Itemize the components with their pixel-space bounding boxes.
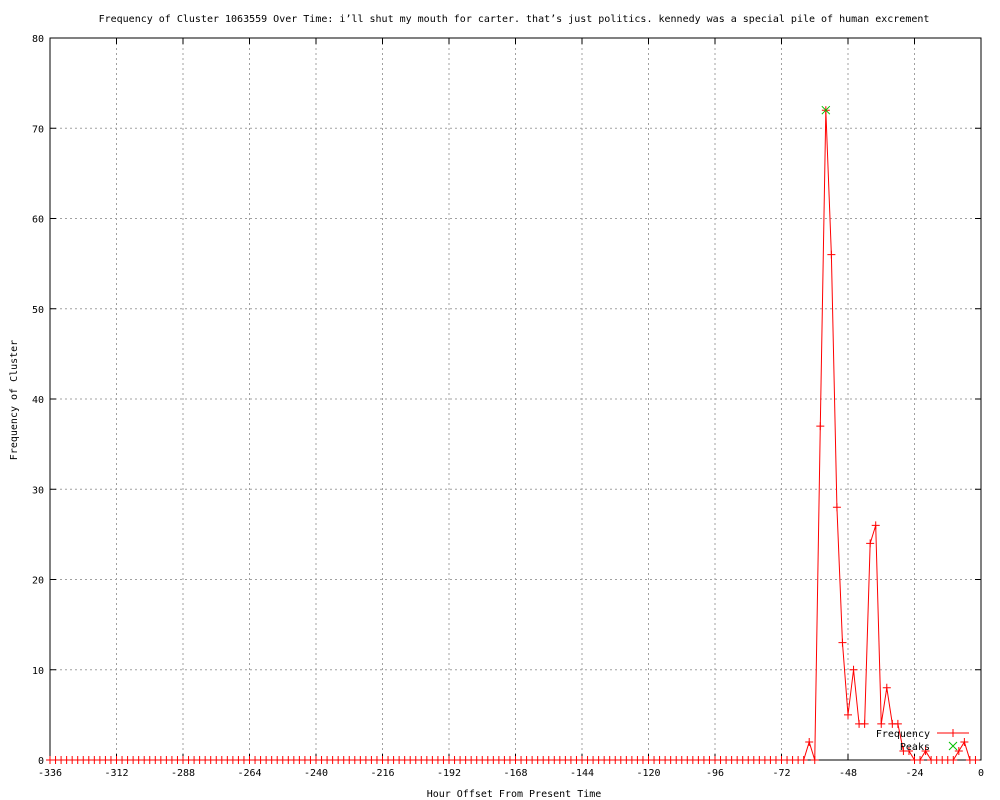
y-tick-label: 60 (32, 215, 44, 226)
y-tick-label: 80 (32, 34, 44, 45)
data-point-frequency (882, 683, 891, 692)
data-point-frequency (849, 665, 858, 674)
grid (50, 38, 981, 760)
data-point-frequency (860, 719, 869, 728)
data-point-frequency (921, 746, 930, 755)
legend-marker-peaks (948, 741, 958, 751)
y-axis-label: Frequency of Cluster (9, 340, 20, 460)
data-point-frequency (827, 250, 836, 259)
data-point-frequency (949, 756, 958, 764)
x-axis-label: Hour Offset From Present Time (427, 789, 602, 800)
axis-ticks: -336 -312 -288 -264 -240 -216 -192 -168 -144 -120… (32, 34, 984, 779)
data-point-frequency (832, 503, 841, 512)
x-tick-label: -240 (304, 768, 328, 779)
x-tick-label: -120 (636, 768, 660, 779)
x-tick-label: -168 (503, 768, 527, 779)
x-tick-label: -216 (370, 768, 394, 779)
x-tick-label: -288 (171, 768, 195, 779)
data-point-peaks (821, 105, 831, 115)
y-tick-label: 70 (32, 124, 44, 135)
y-tick-label: 10 (32, 666, 44, 677)
x-tick-label: -24 (905, 768, 923, 779)
data-point-frequency (904, 746, 913, 755)
series-layer (46, 105, 980, 764)
data-point-frequency (916, 756, 925, 764)
legend-marker-frequency (949, 729, 957, 737)
y-tick-label: 40 (32, 395, 44, 406)
x-tick-label: 0 (978, 768, 984, 779)
x-tick-label: -312 (104, 768, 128, 779)
data-point-frequency (799, 756, 808, 764)
data-point-frequency (805, 737, 814, 746)
data-point-frequency (844, 710, 852, 719)
data-point-frequency (877, 719, 886, 728)
y-tick-label: 0 (38, 756, 44, 767)
x-tick-label: -96 (706, 768, 724, 779)
y-tick-label: 30 (32, 485, 44, 496)
data-point-frequency (954, 746, 963, 755)
data-point-frequency (866, 539, 875, 548)
data-point-frequency (810, 756, 819, 764)
data-point-frequency (893, 719, 902, 728)
y-tick-label: 50 (32, 305, 44, 316)
x-tick-label: -144 (570, 768, 594, 779)
legend-label-frequency: Frequency (876, 729, 930, 740)
x-tick-label: -192 (437, 768, 461, 779)
series-line-frequency (50, 110, 976, 761)
data-point-frequency (971, 756, 980, 764)
x-tick-label: -336 (38, 768, 62, 779)
y-tick-label: 20 (32, 576, 44, 587)
x-tick-label: -48 (839, 768, 857, 779)
x-tick-label: -72 (772, 768, 790, 779)
legend-label-peaks: Peaks (900, 742, 930, 753)
data-point-frequency (960, 737, 969, 746)
data-point-frequency (871, 521, 880, 530)
legend: Frequency Peaks (876, 729, 969, 753)
data-point-frequency (838, 638, 847, 647)
chart-title: Frequency of Cluster 1063559 Over Time: … (99, 14, 930, 25)
x-tick-label: -264 (237, 768, 261, 779)
data-point-frequency (816, 422, 825, 431)
